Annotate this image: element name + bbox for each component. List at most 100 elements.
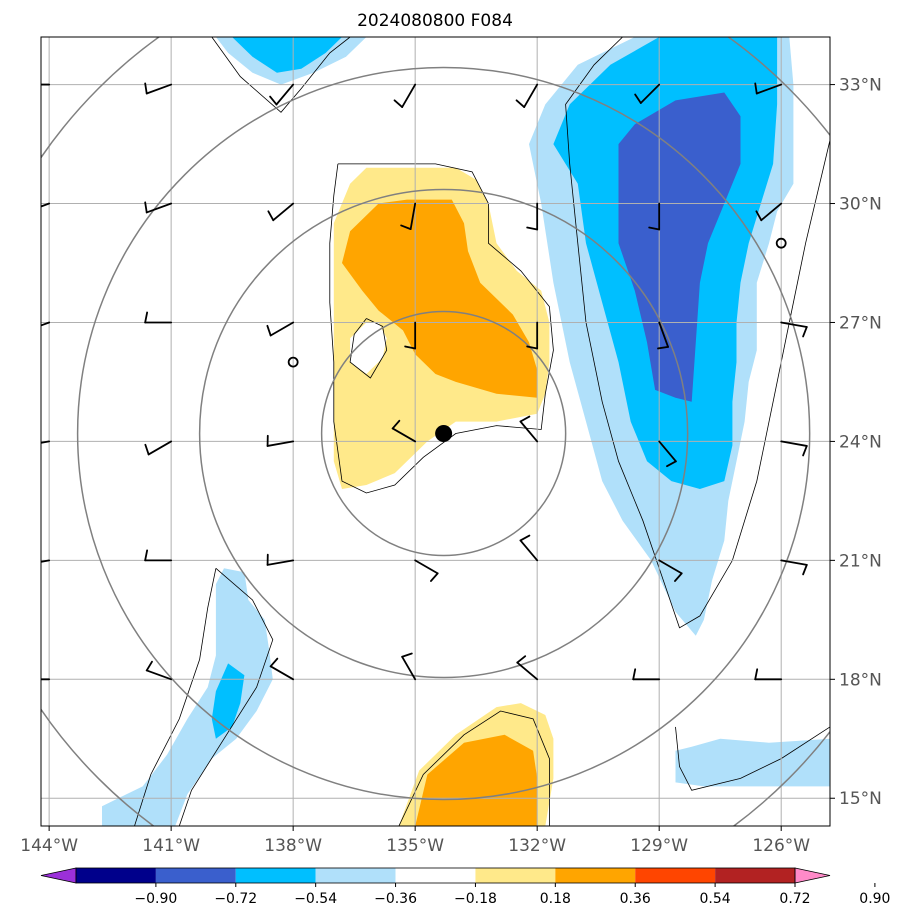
wind-barb-feather xyxy=(144,443,150,456)
wind-barb-26 xyxy=(658,440,677,468)
wind-barb-staff xyxy=(780,321,808,328)
wind-barb-staff xyxy=(269,665,295,681)
wind-barb-feather xyxy=(144,549,149,562)
wind-barb-feather xyxy=(519,415,531,423)
wind-barb-9 xyxy=(267,202,295,222)
wind-barb-staff xyxy=(41,440,51,444)
contour-line-5 xyxy=(178,567,274,826)
colorbar-box-8 xyxy=(715,868,795,883)
small-circle-marker-0 xyxy=(287,356,299,368)
wind-barb-feather xyxy=(515,99,526,108)
wind-barb-feather xyxy=(802,326,808,338)
wind-barb-38 xyxy=(401,652,417,681)
wind-barb-23 xyxy=(266,434,295,447)
y-tick-label-0: 33°N xyxy=(839,76,882,96)
contour-lines xyxy=(134,37,830,826)
wind-barb-staff xyxy=(755,83,783,95)
colorbar-label-9: 0.90 xyxy=(859,891,890,907)
wind-barb-24 xyxy=(391,419,417,443)
wind-barb-feather xyxy=(802,445,808,457)
small-circle-marker-1 xyxy=(775,237,787,249)
wind-barb-feather xyxy=(400,224,412,231)
wind-barb-8 xyxy=(144,201,173,214)
wind-barb-22 xyxy=(144,440,173,456)
x-tick-label-4: 132°W xyxy=(508,836,566,856)
y-tick-label-5: 18°N xyxy=(839,670,882,690)
colorbar-box-6 xyxy=(555,868,636,883)
wind-barb-11 xyxy=(526,202,539,231)
wind-barb-feather xyxy=(145,660,153,672)
shaded-regions xyxy=(102,37,830,826)
wind-barb-feather xyxy=(266,324,272,337)
wind-barb-32 xyxy=(519,534,539,562)
contour-line-7 xyxy=(675,726,830,791)
wind-barb-feather xyxy=(430,572,439,582)
wind-barb-feather xyxy=(632,668,637,681)
filled-region-11 xyxy=(211,663,245,739)
wind-barb-feather xyxy=(401,652,413,658)
colorbar-box-2 xyxy=(235,868,316,883)
wind-barb-feather xyxy=(144,311,149,324)
wind-barb-feather xyxy=(657,345,669,350)
wind-barb-13 xyxy=(755,202,783,222)
wind-barb-staff xyxy=(272,202,295,222)
colorbar-label-2: −0.54 xyxy=(294,891,337,907)
y-axis: 33°N 30°N 27°N 24°N 21°N 18°N 15°N xyxy=(830,76,882,809)
wind-barb-35 xyxy=(41,678,51,681)
wind-barb-feather xyxy=(144,201,148,214)
wind-barb-41 xyxy=(754,668,783,681)
wind-barb-18 xyxy=(526,321,539,350)
wind-barb-15 xyxy=(144,311,173,324)
wind-barb-feather xyxy=(23,202,25,212)
wind-barb-staff xyxy=(658,321,669,348)
wind-barb-staff xyxy=(780,559,808,566)
wind-barb-28 xyxy=(41,559,51,563)
wind-barb-feather xyxy=(393,99,404,108)
wind-barb-staff xyxy=(760,202,783,222)
wind-barb-feather xyxy=(666,460,677,468)
wind-barb-feather xyxy=(519,534,531,542)
wind-barb-feather xyxy=(634,93,642,104)
wind-barb-12 xyxy=(648,202,661,231)
x-tick-label-5: 129°W xyxy=(630,836,688,856)
y-tick-label-1: 30°N xyxy=(839,195,882,215)
wind-barb-25 xyxy=(519,415,539,443)
colorbar-label-7: 0.54 xyxy=(700,891,731,907)
x-tick-label-0: 144°W xyxy=(20,836,78,856)
x-tick-label-2: 138°W xyxy=(264,836,322,856)
wind-barb-staff xyxy=(145,83,173,95)
wind-barb-staff xyxy=(266,559,295,566)
wind-barb-staff xyxy=(658,559,683,575)
gridlines xyxy=(41,37,830,826)
range-circle-1 xyxy=(198,188,689,679)
filled-region-7 xyxy=(618,92,741,402)
wind-barb-40 xyxy=(632,668,661,681)
y-tick-label-3: 24°N xyxy=(839,432,882,452)
wind-barb-staff xyxy=(41,202,51,208)
colorbar-label-4: −0.18 xyxy=(454,891,497,907)
wind-barb-feather xyxy=(754,668,759,681)
wind-barb-staff xyxy=(409,202,417,231)
wind-barb-0 xyxy=(41,83,51,86)
wind-barb-37 xyxy=(269,657,295,681)
wind-barb-10 xyxy=(400,202,417,231)
wind-barb-staff xyxy=(519,539,539,562)
wind-barb-feather xyxy=(526,345,539,350)
x-tick-label-1: 141°W xyxy=(142,836,200,856)
wind-barb-3 xyxy=(393,83,417,108)
wind-barb-staff xyxy=(269,321,295,337)
wind-barb-feather xyxy=(648,226,661,231)
contour-line-3 xyxy=(565,37,830,629)
filled-region-12 xyxy=(675,738,830,787)
wind-barb-feather xyxy=(267,210,275,222)
wind-barb-staff xyxy=(658,440,677,463)
colorbar-label-8: 0.72 xyxy=(779,891,810,907)
wind-barb-feather xyxy=(144,82,148,95)
wind-barb-4 xyxy=(515,83,539,108)
wind-barb-feather xyxy=(526,226,539,231)
wind-barb-2 xyxy=(269,83,295,106)
plot-frame xyxy=(40,36,831,827)
wind-barb-14 xyxy=(41,321,51,327)
colorbar-box-0 xyxy=(76,868,156,883)
